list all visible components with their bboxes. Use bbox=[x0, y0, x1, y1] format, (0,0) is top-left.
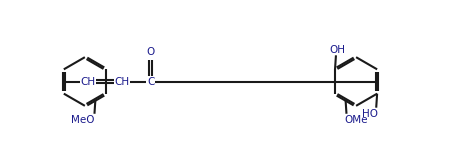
Text: OH: OH bbox=[329, 45, 345, 55]
Text: O: O bbox=[147, 47, 155, 57]
Text: C: C bbox=[147, 76, 154, 87]
Text: HO: HO bbox=[362, 109, 378, 119]
Text: CH: CH bbox=[81, 76, 96, 87]
Text: OMe: OMe bbox=[344, 115, 368, 125]
Text: CH: CH bbox=[114, 76, 129, 87]
Text: MeO: MeO bbox=[71, 115, 95, 125]
